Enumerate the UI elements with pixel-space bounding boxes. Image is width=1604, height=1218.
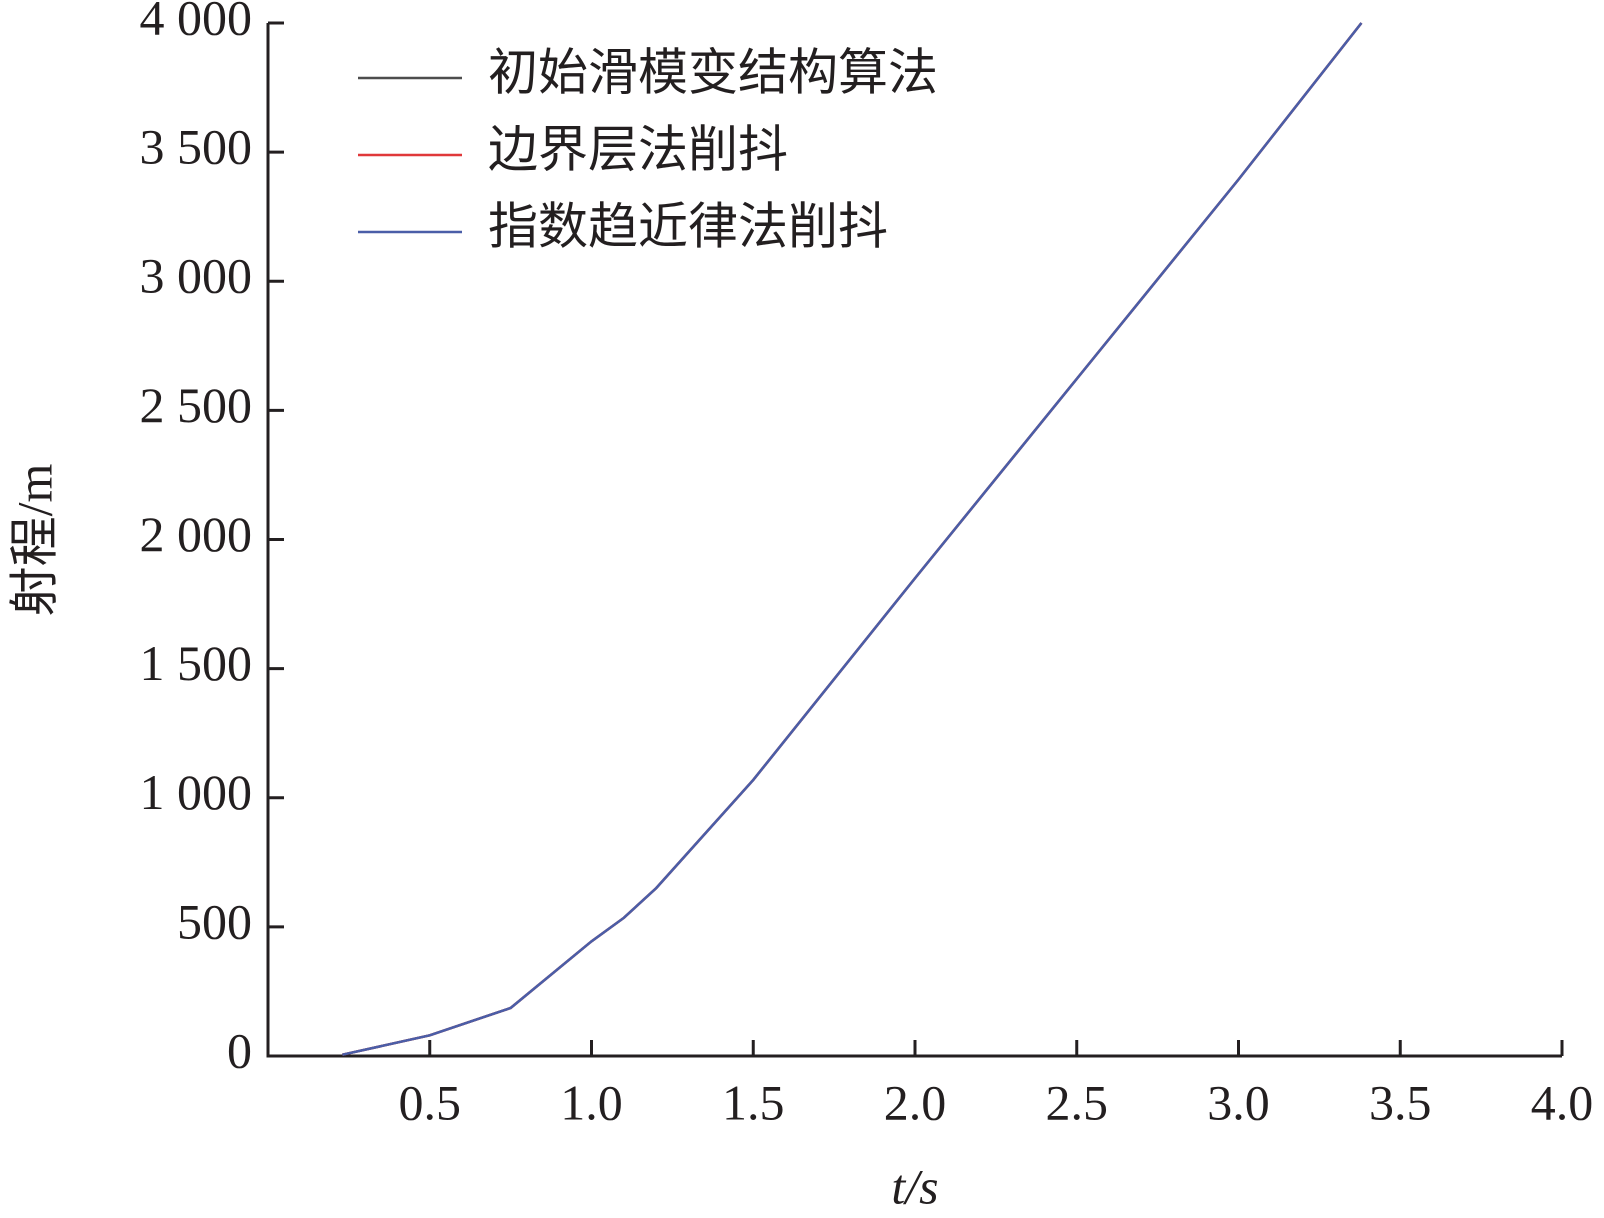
x-tick-label: 2.5: [1046, 1074, 1109, 1130]
x-tick-label: 1.0: [560, 1074, 623, 1130]
y-tick-label: 1 000: [140, 764, 253, 820]
x-tick-label: 1.5: [722, 1074, 785, 1130]
x-tick-label: 0.5: [399, 1074, 462, 1130]
y-tick-label: 0: [227, 1022, 252, 1078]
y-tick-label: 2 500: [140, 377, 253, 433]
x-tick-label: 4.0: [1531, 1074, 1594, 1130]
x-tick-label: 2.0: [884, 1074, 947, 1130]
x-axis-label: t/s: [891, 1158, 938, 1214]
x-tick-label: 3.5: [1369, 1074, 1432, 1130]
y-tick-label: 1 500: [140, 635, 253, 691]
legend-label: 边界层法削抖: [488, 121, 788, 177]
series-line: [342, 22, 1363, 1056]
y-tick-label: 3 000: [140, 248, 253, 304]
axes: [266, 23, 1562, 1058]
legend-label: 指数趋近律法削抖: [488, 198, 888, 254]
y-tick-label: 3 500: [140, 119, 253, 175]
y-tick-label: 500: [177, 893, 252, 949]
x-tick-label: 3.0: [1207, 1074, 1270, 1130]
y-tick-label: 4 000: [140, 0, 253, 45]
legend-label: 初始滑模变结构算法: [488, 44, 938, 100]
y-axis-label: 射程/m: [6, 464, 62, 617]
series-line: [342, 22, 1363, 1056]
y-tick-label: 2 000: [140, 506, 253, 562]
series-line: [342, 22, 1363, 1056]
